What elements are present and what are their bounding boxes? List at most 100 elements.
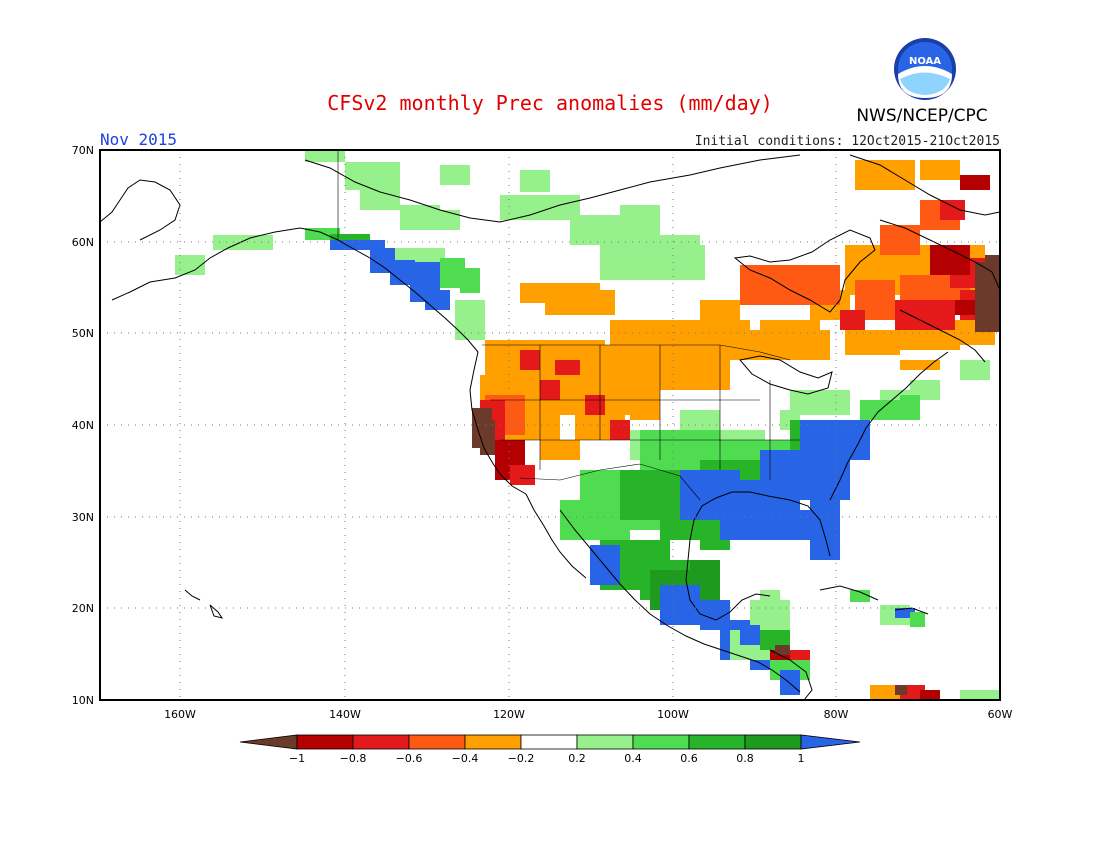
legend-swatch-orange-red <box>408 734 466 750</box>
legend-swatch-green <box>632 734 690 750</box>
anomaly-cell <box>700 300 740 330</box>
lon-label-140w: 140W <box>329 708 361 721</box>
legend-tick-label: 1 <box>798 752 805 765</box>
anomaly-cell <box>345 162 400 190</box>
anomaly-cell <box>960 175 990 190</box>
anomaly-cell <box>775 645 790 655</box>
lat-label-40n: 40N <box>72 419 94 432</box>
anomaly-cell <box>360 190 400 210</box>
anomaly-cell <box>895 608 915 618</box>
anomaly-cell <box>545 290 615 315</box>
legend-tick-label: −0.4 <box>452 752 479 765</box>
anomaly-cell <box>855 160 915 190</box>
anomaly-cell <box>455 300 485 340</box>
lat-label-50n: 50N <box>72 327 94 340</box>
legend-arrow-low <box>239 734 298 750</box>
legend-swatch-red <box>352 734 410 750</box>
anomaly-cell <box>330 240 385 250</box>
anomaly-cell <box>880 330 960 350</box>
anomaly-cell <box>660 235 700 275</box>
map-area: 70N 60N 50N 40N 30N 20N 10N 160W 140W 12… <box>72 144 1013 721</box>
anomaly-cell <box>740 625 760 645</box>
legend-swatch-orange <box>464 734 522 750</box>
anomaly-cell <box>425 290 450 310</box>
anomaly-cell <box>555 360 580 375</box>
lon-label-160w: 160W <box>164 708 196 721</box>
anomaly-cell <box>440 165 470 185</box>
anomaly-cell <box>790 390 850 415</box>
initial-conditions-label: Initial conditions: 12Oct2015-21Oct2015 <box>695 134 1000 149</box>
anomaly-cell <box>305 150 345 162</box>
anomaly-cell <box>870 685 900 700</box>
anomaly-cell <box>760 590 780 610</box>
noaa-logo-text: NOAA <box>909 56 941 67</box>
anomaly-cell <box>895 685 907 695</box>
legend-swatch-dark-green <box>744 734 802 750</box>
month-label: Nov 2015 <box>100 130 177 149</box>
anomaly-cell <box>760 320 820 350</box>
anomaly-cell <box>500 195 580 220</box>
map-frame <box>99 149 1001 701</box>
lat-label-10n: 10N <box>72 694 94 707</box>
anomaly-cell <box>940 200 965 220</box>
anomaly-cell <box>540 380 560 400</box>
lon-label-80w: 80W <box>824 708 849 721</box>
map-gridlines <box>100 150 1000 700</box>
anomaly-cell <box>910 612 925 627</box>
anomaly-cell <box>780 670 800 695</box>
anomaly-cell <box>900 360 940 370</box>
anomaly-cell <box>510 465 535 485</box>
legend-swatch-mid-green <box>688 734 746 750</box>
lon-label-60w: 60W <box>988 708 1013 721</box>
legend-tick-label: −0.2 <box>508 752 535 765</box>
anomaly-cell <box>620 205 660 245</box>
lat-label-30n: 30N <box>72 511 94 524</box>
anomaly-cell <box>920 160 960 180</box>
color-legend: −1 −0.8 −0.6 −0.4 −0.2 0.2 0.4 0.6 0.8 1 <box>239 734 861 765</box>
anomaly-cell <box>540 440 580 460</box>
lat-label-60n: 60N <box>72 236 94 249</box>
lon-label-100w: 100W <box>657 708 689 721</box>
lat-label-20n: 20N <box>72 602 94 615</box>
lon-label-120w: 120W <box>493 708 525 721</box>
legend-tick-label: 0.4 <box>624 752 642 765</box>
anomaly-cell <box>585 395 605 415</box>
anomaly-cell <box>815 540 835 560</box>
anomaly-cell <box>880 225 920 255</box>
anomaly-cell <box>955 300 975 315</box>
anomaly-cell <box>920 690 940 700</box>
agency-label: NWS/NCEP/CPC <box>856 106 987 126</box>
anomaly-cell <box>600 555 620 580</box>
anomaly-cell <box>850 590 870 602</box>
legend-swatch-dark-red <box>296 734 354 750</box>
anomaly-cell <box>840 310 865 330</box>
anomaly-cell <box>680 410 720 430</box>
legend-swatch-white <box>520 734 578 750</box>
legend-tick-label: −0.8 <box>340 752 367 765</box>
lat-label-70n: 70N <box>72 144 94 157</box>
anomaly-cell <box>610 420 630 440</box>
anomaly-cell <box>840 420 870 460</box>
anomaly-cell <box>485 340 605 378</box>
anomaly-cell <box>460 268 480 293</box>
map-title: CFSv2 monthly Prec anomalies (mm/day) <box>327 91 773 115</box>
legend-arrow-high <box>800 734 861 750</box>
legend-swatch-light-green <box>576 734 634 750</box>
anomaly-cell <box>740 265 840 305</box>
legend-tick-label: 0.6 <box>680 752 698 765</box>
political-boundaries <box>337 150 800 501</box>
anomaly-cell <box>900 395 920 420</box>
anomaly-cell <box>520 170 550 192</box>
legend-tick-label: 0.8 <box>736 752 754 765</box>
anomaly-cell <box>640 370 730 390</box>
legend-tick-label: −1 <box>289 752 305 765</box>
anomaly-cell <box>960 690 1000 700</box>
anomaly-cell <box>630 390 660 420</box>
legend-tick-label: −0.6 <box>396 752 423 765</box>
anomaly-cell <box>790 650 810 660</box>
legend-tick-label: 0.2 <box>568 752 586 765</box>
anomaly-cell <box>430 210 460 230</box>
anomaly-cell <box>960 360 990 380</box>
noaa-logo: NOAA <box>894 38 956 100</box>
